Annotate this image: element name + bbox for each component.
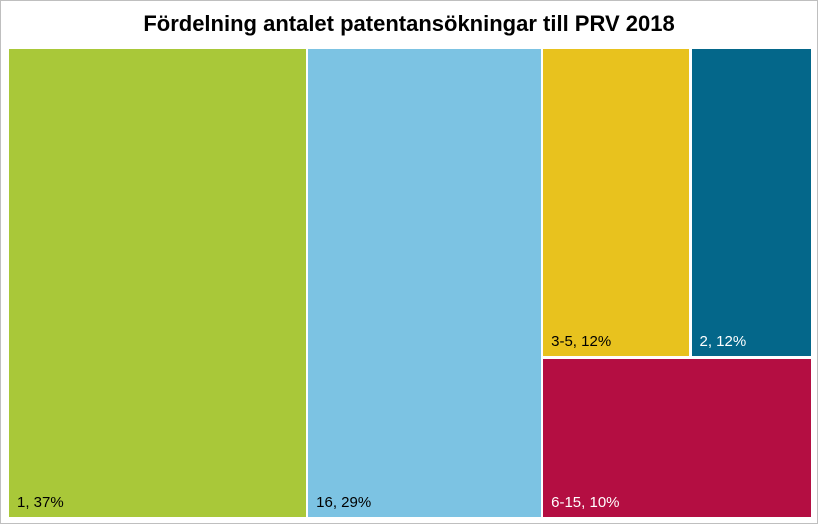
treemap-tile-label: 1, 37% xyxy=(17,494,64,511)
treemap-tile-label: 2, 12% xyxy=(700,333,747,350)
treemap-chart: Fördelning antalet patentansökningar til… xyxy=(0,0,818,524)
treemap-tile-cat-2: 2, 12% xyxy=(692,49,811,356)
treemap-tile-cat-3-5: 3-5, 12% xyxy=(543,49,689,356)
treemap-tile-label: 6-15, 10% xyxy=(551,494,619,511)
treemap-tile-cat-16: 16, 29% xyxy=(308,49,541,517)
treemap-tile-label: 3-5, 12% xyxy=(551,333,611,350)
chart-title: Fördelning antalet patentansökningar til… xyxy=(1,11,817,37)
treemap-tile-cat-1: 1, 37% xyxy=(9,49,306,517)
plot-area: 1, 37% 16, 29% 3-5, 12% 2, 12% 6-15, 10% xyxy=(9,49,811,517)
treemap-tile-label: 16, 29% xyxy=(316,494,371,511)
treemap-tile-cat-6-15: 6-15, 10% xyxy=(543,359,811,517)
